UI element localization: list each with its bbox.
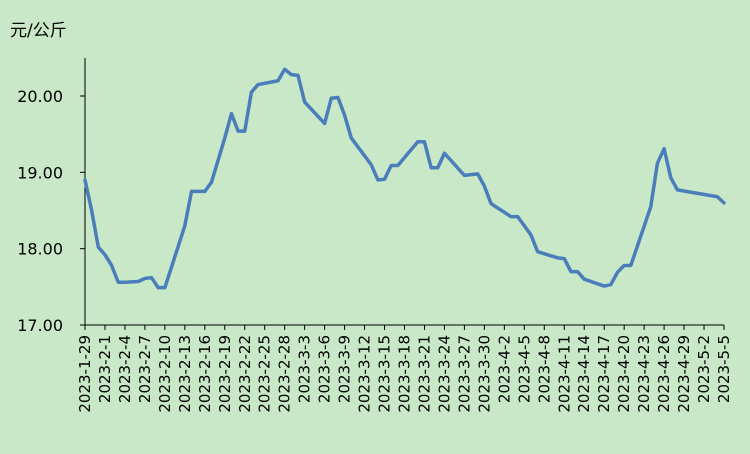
x-tick-label: 2023-2-19 — [216, 335, 234, 413]
y-tick-label: 17.00 — [17, 316, 63, 335]
x-tick-label: 2023-4-5 — [515, 335, 533, 403]
x-tick-label: 2023-2-1 — [96, 335, 114, 403]
x-tick-label: 2023-3-6 — [316, 335, 334, 403]
x-tick-label: 2023-4-14 — [575, 335, 593, 413]
x-tick-label: 2023-3-18 — [396, 335, 414, 413]
x-tick-label: 2023-3-3 — [296, 335, 314, 403]
x-tick-label: 2023-2-22 — [236, 335, 254, 413]
x-tick-label: 2023-3-9 — [336, 335, 354, 403]
x-tick-label: 2023-5-5 — [715, 335, 733, 403]
x-tick-label: 2023-5-2 — [695, 335, 713, 403]
x-tick-label: 2023-4-26 — [655, 335, 673, 413]
x-tick-label: 2023-2-28 — [276, 335, 294, 413]
y-axis-title: 元/公斤 — [10, 21, 67, 41]
x-tick-label: 2023-4-23 — [635, 335, 653, 413]
x-tick-label: 2023-1-29 — [76, 335, 94, 413]
x-tick-label: 2023-4-11 — [555, 335, 573, 413]
x-tick-label: 2023-4-17 — [595, 335, 613, 413]
x-tick-label: 2023-3-12 — [356, 335, 374, 413]
x-tick-label: 2023-3-27 — [455, 335, 473, 413]
x-tick-label: 2023-4-2 — [495, 335, 513, 403]
x-tick-label: 2023-2-7 — [136, 335, 154, 403]
x-tick-label: 2023-4-29 — [675, 335, 693, 413]
x-tick-label: 2023-3-15 — [376, 335, 394, 413]
y-tick-label: 20.00 — [17, 87, 63, 106]
x-ticks: 2023-1-29 2023-2-1 2023-2-4 2023-2-7 2023-2-… — [76, 325, 733, 413]
y-tick-label: 18.00 — [17, 240, 63, 259]
x-tick-label: 2023-4-8 — [535, 335, 553, 403]
y-ticks: 17.00 18.00 19.00 20.00 — [17, 87, 85, 335]
x-tick-label: 2023-3-30 — [475, 335, 493, 413]
y-tick-label: 19.00 — [17, 163, 63, 182]
series-line — [83, 67, 726, 290]
x-tick-label: 2023-2-25 — [256, 335, 274, 413]
x-tick-label: 2023-2-4 — [116, 335, 134, 403]
x-tick-label: 2023-2-13 — [176, 335, 194, 413]
x-tick-label: 2023-2-16 — [196, 335, 214, 413]
x-tick-label: 2023-3-21 — [415, 335, 433, 413]
x-tick-label: 2023-3-24 — [435, 335, 453, 413]
x-tick-label: 2023-2-10 — [156, 335, 174, 413]
x-tick-label: 2023-4-20 — [615, 335, 633, 413]
